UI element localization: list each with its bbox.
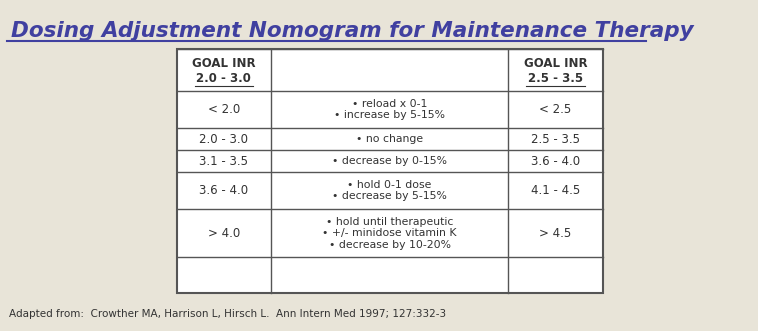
Text: • no change: • no change [356, 134, 423, 144]
Text: • +/- minidose vitamin K: • +/- minidose vitamin K [322, 228, 457, 238]
Text: • increase by 5-15%: • increase by 5-15% [334, 110, 445, 120]
Text: • decrease by 0-15%: • decrease by 0-15% [332, 156, 447, 166]
Text: GOAL INR: GOAL INR [192, 57, 255, 70]
Text: < 2.5: < 2.5 [539, 103, 572, 116]
Text: GOAL INR: GOAL INR [524, 57, 587, 70]
Text: 2.0 - 3.0: 2.0 - 3.0 [199, 132, 249, 146]
Text: • decrease by 5-15%: • decrease by 5-15% [332, 191, 447, 201]
Text: 2.5 - 3.5: 2.5 - 3.5 [531, 132, 580, 146]
Text: 4.1 - 4.5: 4.1 - 4.5 [531, 184, 580, 197]
Text: • decrease by 10-20%: • decrease by 10-20% [329, 240, 451, 250]
Text: > 4.5: > 4.5 [539, 226, 572, 240]
Text: Dosing Adjustment Nomogram for Maintenance Therapy: Dosing Adjustment Nomogram for Maintenan… [11, 21, 694, 41]
Text: 3.6 - 4.0: 3.6 - 4.0 [531, 155, 580, 167]
Text: • hold 0-1 dose: • hold 0-1 dose [347, 180, 432, 190]
Text: 2.0 - 3.0: 2.0 - 3.0 [196, 71, 252, 84]
Text: 2.5 - 3.5: 2.5 - 3.5 [528, 71, 583, 84]
Text: < 2.0: < 2.0 [208, 103, 240, 116]
Text: 3.1 - 3.5: 3.1 - 3.5 [199, 155, 249, 167]
Text: • hold until therapeutic: • hold until therapeutic [326, 216, 453, 226]
Text: 3.6 - 4.0: 3.6 - 4.0 [199, 184, 249, 197]
Bar [177, 49, 603, 293]
Text: • reload x 0-1: • reload x 0-1 [352, 99, 428, 109]
Text: Adapted from:  Crowther MA, Harrison L, Hirsch L.  Ann Intern Med 1997; 127:332-: Adapted from: Crowther MA, Harrison L, H… [8, 309, 446, 319]
Text: > 4.0: > 4.0 [208, 226, 240, 240]
